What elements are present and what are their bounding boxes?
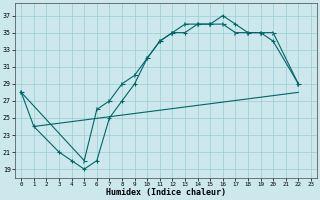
X-axis label: Humidex (Indice chaleur): Humidex (Indice chaleur): [106, 188, 226, 197]
